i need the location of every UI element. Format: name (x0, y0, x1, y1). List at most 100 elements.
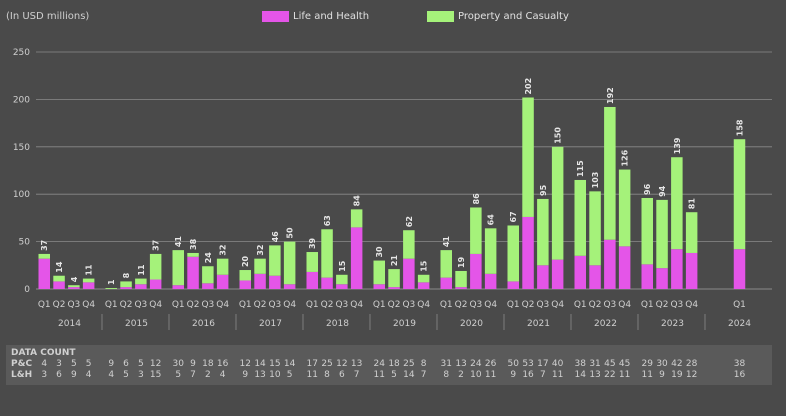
legend-swatch-property-casualty (427, 11, 454, 22)
bar-property-casualty (551, 146, 564, 260)
data-count-value: 38 (733, 359, 746, 369)
data-count-value: 10 (269, 370, 281, 380)
data-count-value: 11 (641, 370, 653, 380)
bar-life-health (551, 259, 564, 289)
quarter-tick-label: Q4 (618, 300, 631, 310)
quarter-tick-label: Q1 (239, 300, 252, 310)
bar-life-health (484, 273, 497, 289)
data-count-value: 31 (440, 359, 452, 369)
quarter-tick-label: Q2 (589, 300, 602, 310)
bar-property-casualty (68, 285, 80, 288)
bar-property-casualty (350, 209, 363, 228)
quarter-tick-label: Q3 (67, 300, 80, 310)
bar-total-label: 8 (122, 272, 131, 278)
bar-property-casualty (38, 253, 50, 259)
data-count-value: 4 (108, 370, 115, 380)
data-count-value: 18 (388, 359, 400, 369)
quarter-tick-label: Q2 (53, 300, 66, 310)
bar-total-label: 64 (487, 214, 496, 226)
data-count-value: 25 (403, 359, 415, 369)
data-count-value: 42 (671, 359, 683, 369)
data-count-value: 15 (269, 359, 281, 369)
bar-life-health (187, 256, 199, 289)
year-label: 2018 (326, 319, 349, 329)
data-count-value: 11 (373, 370, 385, 380)
bar-total-label: 32 (219, 245, 228, 256)
bar-total-label: 19 (457, 256, 466, 268)
data-count-value: 9 (659, 370, 665, 380)
data-count-value: 9 (108, 359, 115, 369)
bar-life-health (388, 287, 400, 289)
unit-label: (In USD millions) (6, 11, 90, 22)
quarter-tick-label: Q4 (417, 300, 430, 310)
bar-life-health (306, 271, 318, 289)
data-count-value: 25 (321, 359, 333, 369)
quarter-tick-label: Q2 (388, 300, 401, 310)
bar-property-casualty (455, 270, 467, 288)
data-count-value: 16 (522, 370, 534, 380)
quarter-tick-label: Q1 (507, 300, 520, 310)
data-count-value: 7 (420, 370, 427, 380)
bar-property-casualty (618, 169, 631, 247)
y-tick-label: 50 (19, 238, 31, 248)
data-count-value: 6 (56, 370, 62, 380)
bar-total-label: 38 (189, 238, 198, 250)
data-count-value: 50 (507, 359, 519, 369)
y-tick-label: 200 (13, 95, 30, 105)
bar-life-health (522, 216, 534, 289)
bar-total-label: 32 (256, 245, 265, 256)
bar-total-label: 192 (606, 87, 615, 104)
bar-total-label: 21 (390, 255, 399, 267)
data-count-value: 31 (589, 359, 601, 369)
year-label: 2016 (192, 319, 215, 329)
data-count-value: 12 (685, 370, 698, 380)
quarter-tick-label: Q3 (335, 300, 348, 310)
quarter-tick-label: Q2 (254, 300, 267, 310)
data-count-value: 14 (574, 370, 586, 380)
bar-life-health (38, 258, 50, 289)
data-count-value: 5 (391, 370, 397, 380)
bar-life-health (269, 275, 281, 289)
bar-property-casualty (321, 229, 333, 278)
bar-life-health (537, 265, 549, 289)
bar-life-health (455, 287, 467, 289)
quarter-tick-label: Q1 (733, 300, 746, 310)
bar-life-health (656, 268, 668, 289)
data-count-panel: DATA COUNT P&C 4 3 5 5 9 6 5 12 30 9 18 16 12 14 15 14 17… (6, 345, 772, 385)
bar-total-label: 115 (576, 160, 585, 177)
bar-life-health (641, 264, 653, 289)
quarter-tick-label: Q3 (402, 300, 415, 310)
quarter-tick-label: Q2 (522, 300, 535, 310)
quarter-tick-label: Q4 (350, 300, 363, 310)
data-count-value: 13 (589, 370, 601, 380)
data-count-value: 12 (239, 359, 251, 369)
data-count-value: 11 (484, 370, 497, 380)
data-count-value: 5 (137, 359, 144, 369)
bar-total-label: 202 (524, 78, 533, 95)
bar-total-label: 1 (107, 279, 116, 285)
y-tick-label: 150 (13, 143, 30, 153)
bar-property-casualty (440, 250, 452, 278)
data-count-value: 14 (283, 359, 296, 369)
bar-total-label: 11 (85, 264, 94, 276)
bar-property-casualty (306, 252, 318, 272)
bar-property-casualty (135, 278, 147, 285)
data-count-value: 30 (656, 359, 668, 369)
data-count-value: 19 (671, 370, 683, 380)
bar-property-casualty (522, 97, 534, 217)
bar-total-label: 50 (286, 227, 295, 239)
data-count-value: 38 (574, 359, 586, 369)
bar-property-casualty (537, 198, 549, 266)
bar-total-label: 84 (353, 195, 362, 207)
bar-property-casualty (172, 250, 184, 286)
bar-property-casualty (733, 139, 746, 250)
data-count-value: 45 (604, 359, 616, 369)
bar-life-health (403, 258, 415, 289)
bar-total-label: 158 (736, 119, 745, 136)
data-count-value: 13 (254, 370, 266, 380)
quarter-tick-label: Q1 (641, 300, 654, 310)
bar-life-health (172, 285, 184, 289)
bar-total-label: 24 (204, 252, 213, 264)
data-count-value: 29 (641, 359, 653, 369)
bar-life-health (254, 273, 266, 289)
